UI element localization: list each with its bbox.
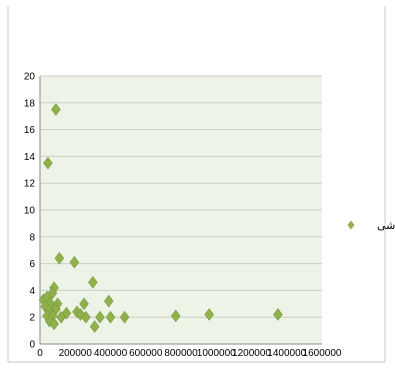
data-point [43,156,53,170]
y-tick-label: 8 [29,232,35,243]
data-point [204,308,215,321]
y-tick-label: 10 [24,206,36,217]
x-tick-label: 400000 [94,348,128,359]
gridlines [40,75,322,318]
data-point [56,310,66,324]
x-tick-label: 1000000 [197,348,236,359]
y-tick-label: 14 [24,152,36,163]
data-point [69,255,80,269]
y-tick-label: 6 [29,259,35,270]
data-point [170,309,181,323]
y-tick-label: 4 [29,286,35,297]
data-point [79,297,89,311]
y-tick-label: 20 [24,72,36,83]
data-point [119,310,130,324]
data-point [49,317,59,331]
data-point [89,320,100,333]
x-tick-label: 600000 [129,348,163,359]
x-tick-label: 200000 [59,348,93,359]
x-tick-label: 1200000 [232,348,271,359]
legend-label: ورزشی [377,219,395,232]
data-point [81,310,91,324]
data-point [51,103,61,116]
data-point [105,310,116,324]
data-point [103,294,114,308]
data-point [88,275,98,289]
x-tick-label: 1400000 [267,348,306,359]
data-points [38,103,283,333]
data-point [54,251,65,265]
legend: ورزشی [347,219,395,232]
x-tick-label: 1600000 [303,348,342,359]
data-point [273,308,283,321]
legend-marker-diamond [347,220,355,230]
data-point [95,310,105,324]
y-tick-label: 2 [29,313,35,324]
y-tick-label: 0 [29,340,35,351]
y-tick-labels: 0 2 4 6 8 10 12 14 16 18 20 [24,72,36,351]
y-tick-label: 12 [24,179,36,190]
y-tick-label: 16 [24,125,36,136]
y-tick-label: 18 [24,98,36,109]
x-tick-label: 0 [37,348,43,359]
x-tick-label: 800000 [164,348,198,359]
x-tick-labels: 0 200000 400000 600000 800000 100000012000001… [37,348,342,359]
